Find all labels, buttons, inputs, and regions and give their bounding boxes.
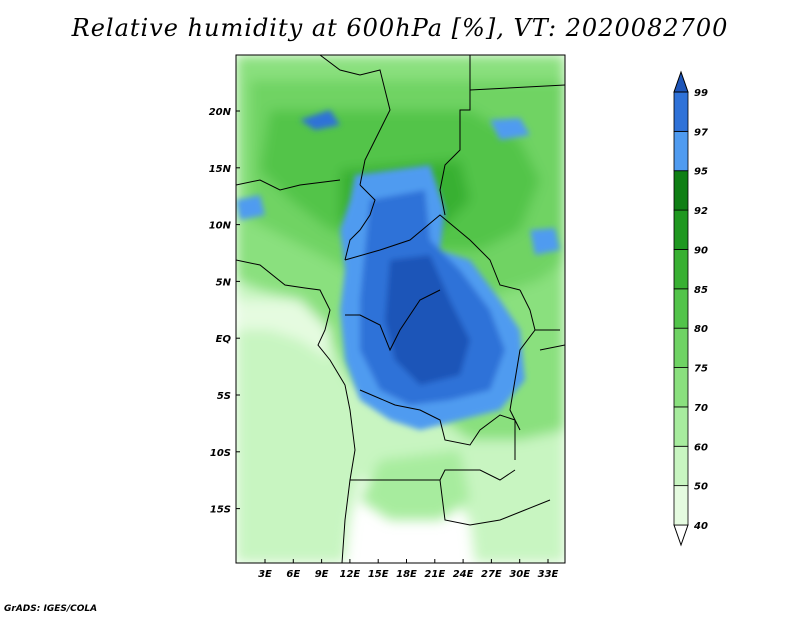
colorbar-label: 80 <box>694 324 708 335</box>
lat-label: 5N <box>216 277 232 288</box>
colorbar-label: 40 <box>693 521 708 532</box>
colorbar-swatch <box>673 288 689 329</box>
colorbar-label: 50 <box>694 482 708 493</box>
lon-label: 21E <box>424 569 445 580</box>
lat-label: 5S <box>217 391 231 402</box>
colorbar-swatch <box>673 91 689 132</box>
lon-label: 27E <box>481 569 502 580</box>
colorbar-swatch <box>673 209 689 250</box>
lat-label: 10S <box>210 448 231 459</box>
map-frame <box>235 54 566 564</box>
colorbar-label: 85 <box>694 285 708 296</box>
colorbar-swatch <box>673 485 689 526</box>
colorbar-swatch <box>673 445 689 487</box>
colorbar-label: 70 <box>694 403 708 414</box>
colorbar-lower-arrow <box>673 524 689 547</box>
map-title: Relative humidity at 600hPa [%], VT: 202… <box>71 14 729 42</box>
colorbar-label: 95 <box>694 167 708 178</box>
lon-label: 15E <box>368 569 389 580</box>
credit-text: GrADS: IGES/COLA <box>4 604 98 614</box>
country-borders <box>236 55 565 563</box>
colorbar-label: 99 <box>694 88 708 99</box>
humidity-field <box>236 55 565 563</box>
lon-label: 9E <box>315 569 329 580</box>
lat-label: 10N <box>209 221 232 232</box>
colorbar-upper-arrow <box>673 70 689 93</box>
lon-label: 6E <box>286 569 300 580</box>
lat-label: 15N <box>209 164 232 175</box>
colorbar-swatch <box>673 130 689 172</box>
colorbar-label: 97 <box>694 127 708 138</box>
colorbar-swatch <box>673 170 689 211</box>
colorbar-swatch <box>673 327 689 368</box>
colorbar-swatch <box>673 367 689 408</box>
lat-label: 20N <box>209 107 232 118</box>
colorbar: 40 50 60 70 75 80 85 90 92 95 97 99 <box>673 70 708 547</box>
latitude-labels: 20N 15N 10N 5N EQ 5S 10S 15S <box>209 107 240 516</box>
lon-label: 12E <box>340 569 361 580</box>
colorbar-label: 75 <box>694 364 708 375</box>
colorbar-label: 60 <box>694 442 708 453</box>
lat-label: EQ <box>216 334 232 345</box>
longitude-labels: 3E 6E 9E 12E 15E 18E 21E 24E 27E 30E 33E <box>258 559 559 580</box>
colorbar-swatch <box>673 249 689 290</box>
lon-label: 3E <box>258 569 272 580</box>
lon-label: 18E <box>396 569 417 580</box>
lon-label: 30E <box>509 569 530 580</box>
lon-label: 24E <box>453 569 474 580</box>
colorbar-label: 90 <box>694 245 708 256</box>
colorbar-swatch <box>673 406 689 447</box>
colorbar-label: 92 <box>694 206 708 217</box>
lon-label: 33E <box>538 569 559 580</box>
lat-label: 15S <box>210 505 231 516</box>
